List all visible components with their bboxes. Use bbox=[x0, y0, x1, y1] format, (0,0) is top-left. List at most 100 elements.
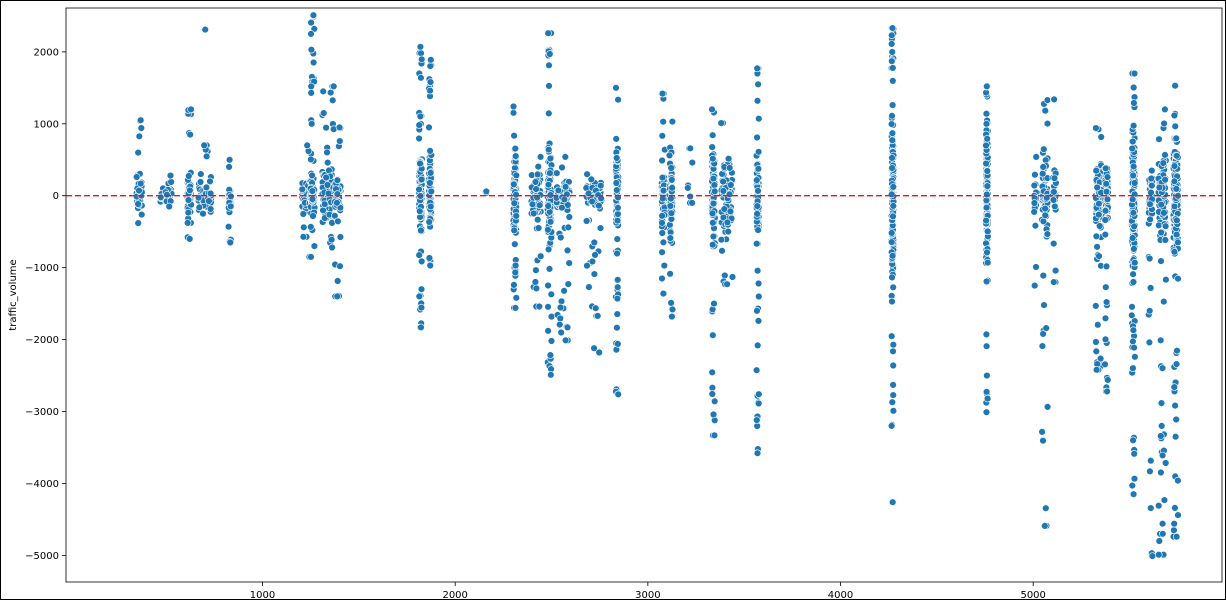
data-point bbox=[1101, 335, 1110, 344]
data-point bbox=[1146, 200, 1154, 208]
data-point bbox=[417, 226, 425, 235]
data-point bbox=[1040, 145, 1048, 153]
data-point bbox=[535, 302, 543, 311]
data-point bbox=[888, 24, 897, 32]
data-point bbox=[888, 48, 896, 56]
data-point bbox=[195, 203, 204, 212]
data-point bbox=[659, 117, 667, 126]
data-point bbox=[334, 217, 342, 226]
data-point bbox=[533, 216, 542, 224]
data-point bbox=[887, 190, 896, 199]
data-point bbox=[1031, 222, 1040, 230]
data-point bbox=[418, 257, 426, 266]
data-point bbox=[983, 258, 992, 267]
data-point bbox=[709, 219, 717, 227]
data-point bbox=[165, 202, 173, 211]
data-point bbox=[1173, 216, 1181, 225]
data-point bbox=[755, 390, 763, 398]
data-point bbox=[1039, 437, 1047, 445]
data-point bbox=[983, 182, 992, 190]
data-point bbox=[560, 195, 569, 204]
data-point bbox=[583, 262, 591, 270]
data-point bbox=[1039, 163, 1047, 171]
data-point bbox=[753, 64, 761, 73]
data-point bbox=[613, 283, 622, 291]
data-point bbox=[590, 344, 598, 352]
data-point bbox=[532, 284, 541, 293]
data-point bbox=[668, 117, 677, 126]
data-point bbox=[983, 82, 991, 91]
data-point bbox=[658, 219, 666, 227]
data-point bbox=[511, 144, 519, 153]
data-point bbox=[561, 336, 570, 344]
data-point bbox=[163, 191, 171, 199]
data-point bbox=[1043, 230, 1052, 238]
data-point bbox=[1148, 166, 1156, 175]
data-point bbox=[556, 314, 564, 323]
data-point bbox=[1092, 167, 1100, 175]
data-point bbox=[887, 40, 896, 48]
data-point bbox=[982, 216, 990, 225]
data-point bbox=[547, 312, 556, 321]
data-point bbox=[1170, 177, 1179, 186]
data-point bbox=[166, 171, 175, 180]
data-point bbox=[511, 261, 520, 270]
data-point bbox=[137, 179, 145, 188]
data-point bbox=[1130, 450, 1138, 458]
data-point bbox=[688, 158, 696, 167]
data-point bbox=[307, 45, 316, 54]
data-point bbox=[658, 132, 666, 140]
data-point bbox=[1145, 254, 1154, 263]
data-point bbox=[887, 332, 896, 340]
data-point bbox=[590, 270, 599, 278]
data-point bbox=[186, 130, 194, 139]
data-point bbox=[1102, 283, 1110, 291]
data-point bbox=[225, 163, 233, 171]
data-point bbox=[307, 89, 315, 97]
data-point bbox=[556, 303, 565, 312]
data-point bbox=[710, 299, 718, 308]
data-point bbox=[206, 205, 215, 213]
data-point bbox=[134, 200, 142, 208]
data-point bbox=[1172, 134, 1180, 143]
data-point bbox=[307, 82, 315, 91]
data-point bbox=[1155, 135, 1163, 143]
data-point bbox=[709, 155, 717, 163]
data-point bbox=[708, 105, 716, 114]
data-point bbox=[563, 323, 572, 332]
data-point bbox=[888, 112, 896, 120]
data-point bbox=[300, 223, 308, 232]
data-point bbox=[184, 196, 193, 204]
data-point bbox=[329, 96, 337, 105]
data-point bbox=[982, 159, 990, 168]
data-point bbox=[554, 186, 563, 195]
data-point bbox=[1130, 179, 1139, 187]
data-point bbox=[1040, 301, 1048, 309]
data-point bbox=[426, 261, 434, 270]
data-point bbox=[686, 192, 694, 201]
data-point bbox=[417, 49, 425, 57]
data-point bbox=[1170, 526, 1178, 534]
data-point bbox=[725, 190, 734, 199]
data-point bbox=[1031, 171, 1039, 179]
data-point bbox=[614, 95, 622, 104]
data-point bbox=[510, 180, 518, 189]
data-point bbox=[336, 262, 344, 270]
data-point bbox=[323, 181, 332, 189]
data-point bbox=[753, 267, 762, 275]
data-point bbox=[1102, 188, 1111, 196]
data-point bbox=[512, 171, 520, 180]
data-point bbox=[753, 210, 761, 218]
data-point bbox=[708, 390, 716, 398]
y-axis-label: traffic_volume bbox=[8, 259, 19, 330]
data-point bbox=[309, 58, 318, 67]
data-point bbox=[614, 340, 622, 348]
data-point bbox=[535, 201, 544, 209]
data-point bbox=[1030, 281, 1039, 290]
data-point bbox=[1130, 475, 1139, 483]
data-point bbox=[534, 224, 543, 232]
data-point bbox=[1147, 457, 1155, 465]
data-point bbox=[415, 292, 423, 301]
x-tick-label: 5000 bbox=[1020, 590, 1045, 600]
data-point bbox=[1161, 151, 1169, 159]
